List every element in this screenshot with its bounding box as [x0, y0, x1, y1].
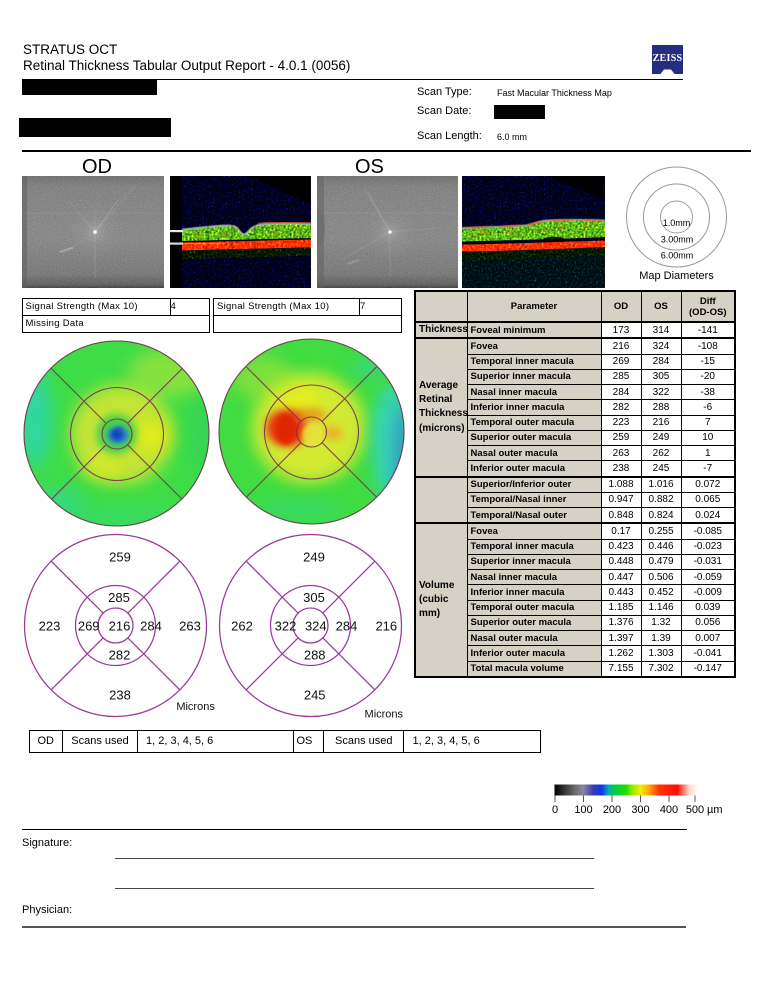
- svg-text:324: 324: [305, 619, 327, 634]
- svg-text:238: 238: [109, 688, 131, 703]
- svg-text:285: 285: [108, 590, 130, 605]
- svg-text:262: 262: [231, 619, 253, 634]
- svg-text:µm: µm: [707, 804, 723, 816]
- svg-text:3.00mm: 3.00mm: [661, 235, 694, 245]
- svg-text:6.00mm: 6.00mm: [661, 251, 694, 261]
- svg-text:249: 249: [303, 550, 325, 565]
- svg-text:322: 322: [275, 619, 297, 634]
- svg-text:Microns: Microns: [176, 701, 215, 713]
- svg-text:Microns: Microns: [365, 709, 404, 721]
- svg-text:500: 500: [686, 804, 704, 816]
- svg-text:100: 100: [574, 804, 592, 816]
- svg-text:263: 263: [179, 619, 201, 634]
- svg-text:300: 300: [631, 804, 649, 816]
- svg-text:ZEISS: ZEISS: [653, 53, 683, 64]
- svg-text:223: 223: [39, 619, 61, 634]
- svg-text:0: 0: [552, 804, 558, 816]
- svg-text:259: 259: [109, 550, 131, 565]
- svg-text:400: 400: [660, 804, 678, 816]
- svg-text:284: 284: [336, 619, 358, 634]
- svg-text:288: 288: [304, 648, 326, 663]
- svg-text:216: 216: [109, 619, 131, 634]
- svg-text:245: 245: [304, 688, 326, 703]
- svg-text:216: 216: [375, 619, 397, 634]
- svg-text:282: 282: [109, 648, 131, 663]
- svg-text:269: 269: [78, 619, 100, 634]
- svg-text:200: 200: [603, 804, 621, 816]
- svg-text:Map Diameters: Map Diameters: [639, 270, 714, 282]
- svg-text:284: 284: [140, 619, 162, 634]
- svg-text:1.0mm: 1.0mm: [663, 218, 691, 228]
- svg-text:305: 305: [303, 590, 325, 605]
